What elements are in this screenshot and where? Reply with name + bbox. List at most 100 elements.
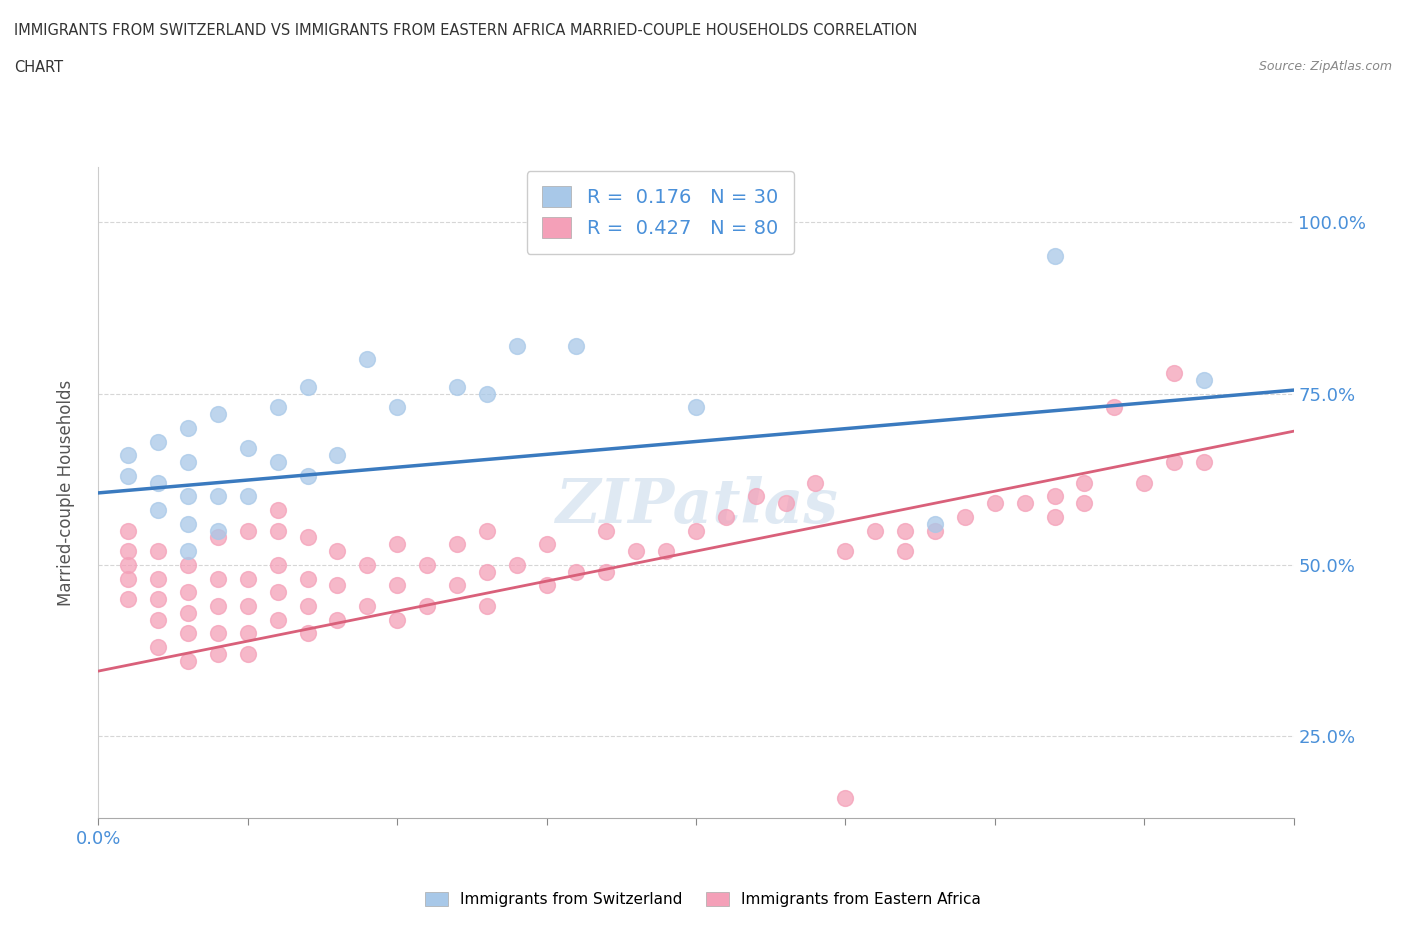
Point bbox=[236, 626, 259, 641]
Point bbox=[775, 496, 797, 511]
Point bbox=[475, 386, 498, 401]
Point bbox=[236, 489, 259, 504]
Point bbox=[207, 524, 229, 538]
Point bbox=[117, 544, 139, 559]
Point bbox=[595, 565, 617, 579]
Point bbox=[177, 489, 200, 504]
Point bbox=[177, 455, 200, 470]
Point bbox=[924, 524, 946, 538]
Point bbox=[148, 571, 170, 586]
Point bbox=[1163, 455, 1185, 470]
Point bbox=[117, 447, 139, 462]
Point bbox=[475, 599, 498, 614]
Point bbox=[356, 599, 378, 614]
Point bbox=[685, 524, 707, 538]
Point bbox=[475, 524, 498, 538]
Point bbox=[117, 557, 139, 572]
Point bbox=[714, 510, 737, 525]
Point bbox=[685, 400, 707, 415]
Point bbox=[953, 510, 976, 525]
Point bbox=[1073, 475, 1095, 490]
Point bbox=[1043, 510, 1066, 525]
Point bbox=[1133, 475, 1156, 490]
Point bbox=[236, 524, 259, 538]
Point bbox=[297, 626, 319, 641]
Point bbox=[984, 496, 1007, 511]
Text: Source: ZipAtlas.com: Source: ZipAtlas.com bbox=[1258, 60, 1392, 73]
Point bbox=[207, 489, 229, 504]
Point bbox=[148, 544, 170, 559]
Point bbox=[385, 537, 409, 551]
Point bbox=[326, 578, 349, 592]
Point bbox=[595, 524, 617, 538]
Point bbox=[1192, 455, 1215, 470]
Point bbox=[326, 447, 349, 462]
Y-axis label: Married-couple Households: Married-couple Households bbox=[56, 379, 75, 606]
Point bbox=[356, 557, 378, 572]
Point bbox=[207, 406, 229, 421]
Point bbox=[207, 599, 229, 614]
Point bbox=[626, 544, 648, 559]
Point bbox=[148, 434, 170, 449]
Point bbox=[177, 516, 200, 531]
Text: CHART: CHART bbox=[14, 60, 63, 75]
Legend: Immigrants from Switzerland, Immigrants from Eastern Africa: Immigrants from Switzerland, Immigrants … bbox=[419, 885, 987, 913]
Point bbox=[416, 599, 439, 614]
Point bbox=[148, 475, 170, 490]
Point bbox=[267, 524, 290, 538]
Point bbox=[865, 524, 887, 538]
Point bbox=[207, 646, 229, 661]
Point bbox=[565, 339, 588, 353]
Point bbox=[356, 352, 378, 366]
Point bbox=[267, 557, 290, 572]
Point bbox=[385, 578, 409, 592]
Point bbox=[177, 605, 200, 620]
Point bbox=[177, 544, 200, 559]
Point bbox=[894, 544, 917, 559]
Point bbox=[267, 455, 290, 470]
Point bbox=[326, 544, 349, 559]
Point bbox=[207, 571, 229, 586]
Point bbox=[1073, 496, 1095, 511]
Text: IMMIGRANTS FROM SWITZERLAND VS IMMIGRANTS FROM EASTERN AFRICA MARRIED-COUPLE HOU: IMMIGRANTS FROM SWITZERLAND VS IMMIGRANT… bbox=[14, 23, 918, 38]
Point bbox=[1104, 400, 1126, 415]
Point bbox=[236, 441, 259, 456]
Point bbox=[924, 516, 946, 531]
Point bbox=[475, 565, 498, 579]
Point bbox=[267, 502, 290, 517]
Point bbox=[236, 646, 259, 661]
Point bbox=[745, 489, 768, 504]
Point bbox=[385, 400, 409, 415]
Point bbox=[446, 537, 468, 551]
Point bbox=[177, 420, 200, 435]
Point bbox=[117, 591, 139, 606]
Text: ZIPatlas: ZIPatlas bbox=[554, 476, 838, 536]
Point bbox=[326, 612, 349, 627]
Point bbox=[177, 626, 200, 641]
Point bbox=[148, 502, 170, 517]
Point bbox=[1192, 372, 1215, 387]
Point bbox=[536, 578, 558, 592]
Point bbox=[177, 585, 200, 600]
Point bbox=[207, 530, 229, 545]
Point bbox=[148, 591, 170, 606]
Point bbox=[297, 530, 319, 545]
Point bbox=[148, 612, 170, 627]
Point bbox=[655, 544, 678, 559]
Point bbox=[506, 339, 529, 353]
Point bbox=[1043, 249, 1066, 264]
Point bbox=[446, 379, 468, 394]
Point bbox=[894, 524, 917, 538]
Point bbox=[297, 469, 319, 484]
Point bbox=[236, 571, 259, 586]
Point bbox=[177, 557, 200, 572]
Point bbox=[565, 565, 588, 579]
Legend: R =  0.176   N = 30, R =  0.427   N = 80: R = 0.176 N = 30, R = 0.427 N = 80 bbox=[527, 170, 793, 254]
Point bbox=[385, 612, 409, 627]
Point bbox=[536, 537, 558, 551]
Point bbox=[207, 626, 229, 641]
Point bbox=[834, 790, 856, 805]
Point bbox=[148, 640, 170, 655]
Point bbox=[506, 557, 529, 572]
Point bbox=[267, 585, 290, 600]
